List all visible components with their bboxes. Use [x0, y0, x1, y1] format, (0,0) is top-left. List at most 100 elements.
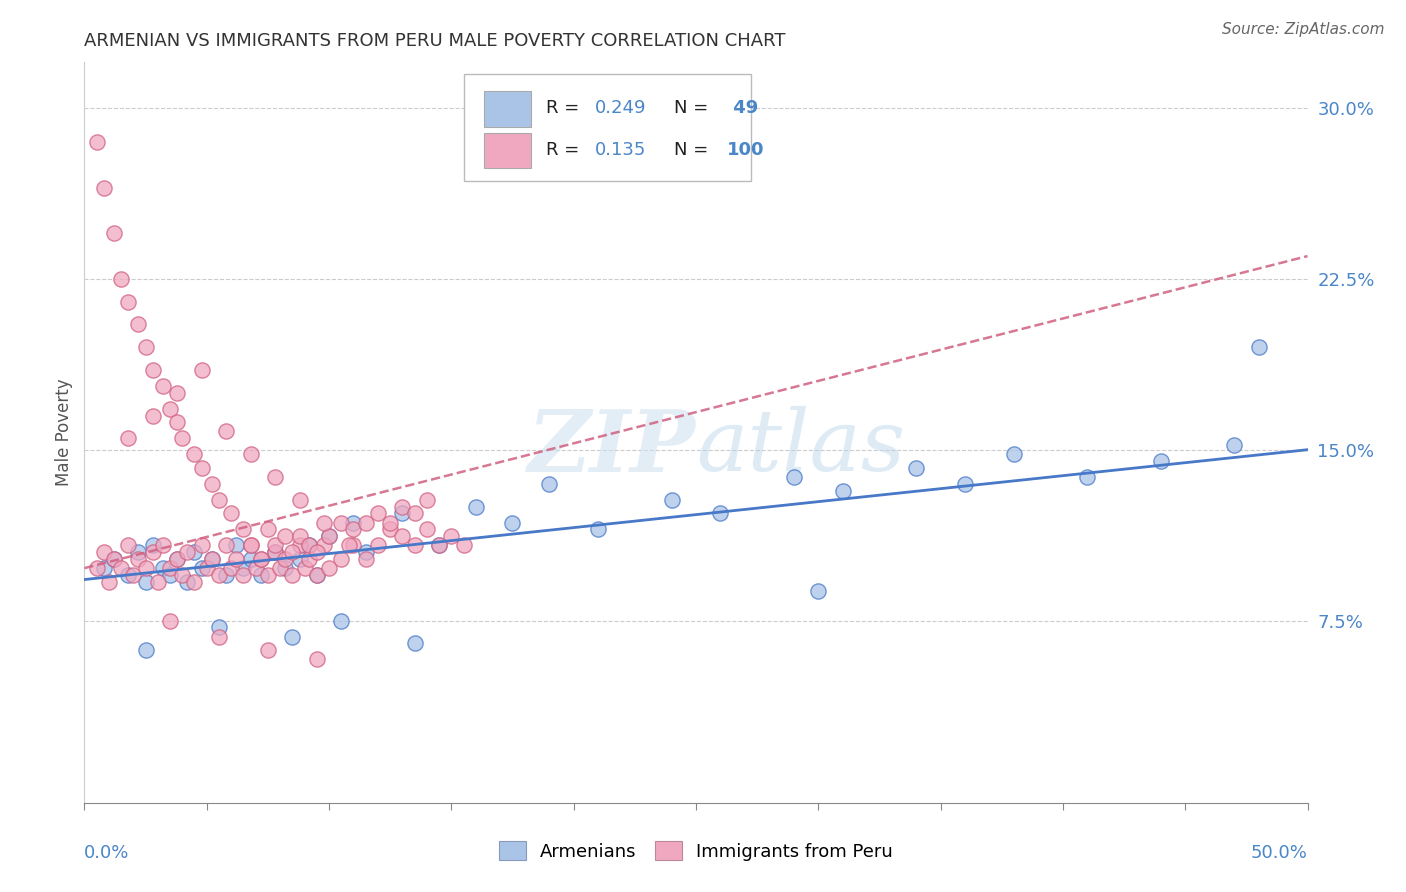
Text: 0.0%: 0.0% [84, 844, 129, 862]
Point [191, 538, 214, 552]
Point [208, 492, 231, 507]
Point [93, 180, 115, 194]
Point [783, 470, 806, 484]
Point [225, 552, 247, 566]
Point [159, 568, 181, 582]
Text: N =: N = [673, 141, 714, 159]
Point [264, 470, 287, 484]
Point [86, 135, 108, 149]
Point [93, 561, 115, 575]
Point [281, 630, 304, 644]
Point [200, 476, 222, 491]
Text: ARMENIAN VS IMMIGRANTS FROM PERU MALE POVERTY CORRELATION CHART: ARMENIAN VS IMMIGRANTS FROM PERU MALE PO… [84, 32, 786, 50]
Point [354, 516, 377, 530]
Point [208, 630, 231, 644]
Point [298, 538, 321, 552]
Point [502, 516, 524, 530]
Point [152, 379, 174, 393]
Point [142, 545, 165, 559]
Point [142, 538, 165, 552]
Point [314, 538, 336, 552]
Point [831, 483, 853, 498]
Point [1076, 470, 1098, 484]
Point [117, 431, 139, 445]
Point [440, 529, 463, 543]
Point [453, 538, 475, 552]
Point [354, 552, 377, 566]
Point [159, 614, 181, 628]
Point [264, 545, 287, 559]
Text: 100: 100 [727, 141, 763, 159]
Point [1223, 438, 1246, 452]
Point [269, 561, 291, 575]
Point [239, 447, 262, 461]
Point [427, 538, 450, 552]
Point [953, 476, 976, 491]
Point [245, 561, 267, 575]
Point [391, 507, 413, 521]
Point [305, 568, 328, 582]
Point [191, 561, 214, 575]
Point [152, 538, 174, 552]
FancyBboxPatch shape [464, 73, 751, 181]
Point [183, 447, 205, 461]
Point [305, 652, 328, 666]
Text: 0.249: 0.249 [595, 99, 645, 118]
Point [380, 523, 402, 537]
Point [176, 574, 198, 589]
Point [191, 461, 214, 475]
Point [159, 401, 181, 416]
Legend: Armenians, Immigrants from Peru: Armenians, Immigrants from Peru [492, 834, 900, 868]
Point [225, 538, 247, 552]
Point [281, 545, 304, 559]
Point [298, 538, 321, 552]
Point [288, 529, 311, 543]
Point [257, 568, 280, 582]
Point [249, 552, 271, 566]
Point [318, 529, 340, 543]
Point [538, 476, 561, 491]
Point [318, 529, 340, 543]
Point [135, 574, 157, 589]
Point [103, 552, 125, 566]
Point [257, 523, 280, 537]
Point [166, 552, 188, 566]
Point [305, 568, 328, 582]
Point [1247, 340, 1270, 354]
Point [239, 538, 262, 552]
Text: N =: N = [673, 99, 714, 118]
Point [166, 385, 188, 400]
Point [127, 545, 149, 559]
Point [342, 516, 364, 530]
Point [142, 363, 165, 377]
Text: ZIP: ZIP [529, 406, 696, 489]
Point [416, 492, 439, 507]
Point [135, 643, 157, 657]
Point [404, 636, 426, 650]
Point [117, 538, 139, 552]
Point [367, 538, 389, 552]
Point [172, 568, 194, 582]
Point [219, 561, 242, 575]
Point [427, 538, 450, 552]
Bar [484, 133, 531, 169]
Point [330, 552, 353, 566]
Point [146, 574, 169, 589]
Text: 0.135: 0.135 [595, 141, 645, 159]
Point [135, 340, 157, 354]
Point [232, 523, 254, 537]
Point [288, 552, 311, 566]
Point [1150, 454, 1173, 468]
Point [191, 363, 214, 377]
Point [183, 574, 205, 589]
Point [215, 538, 238, 552]
Point [117, 568, 139, 582]
Point [367, 507, 389, 521]
Point [318, 561, 340, 575]
Point [342, 523, 364, 537]
Point [288, 492, 311, 507]
Point [110, 272, 132, 286]
Point [354, 545, 377, 559]
Point [166, 416, 188, 430]
Y-axis label: Male Poverty: Male Poverty [55, 379, 73, 486]
